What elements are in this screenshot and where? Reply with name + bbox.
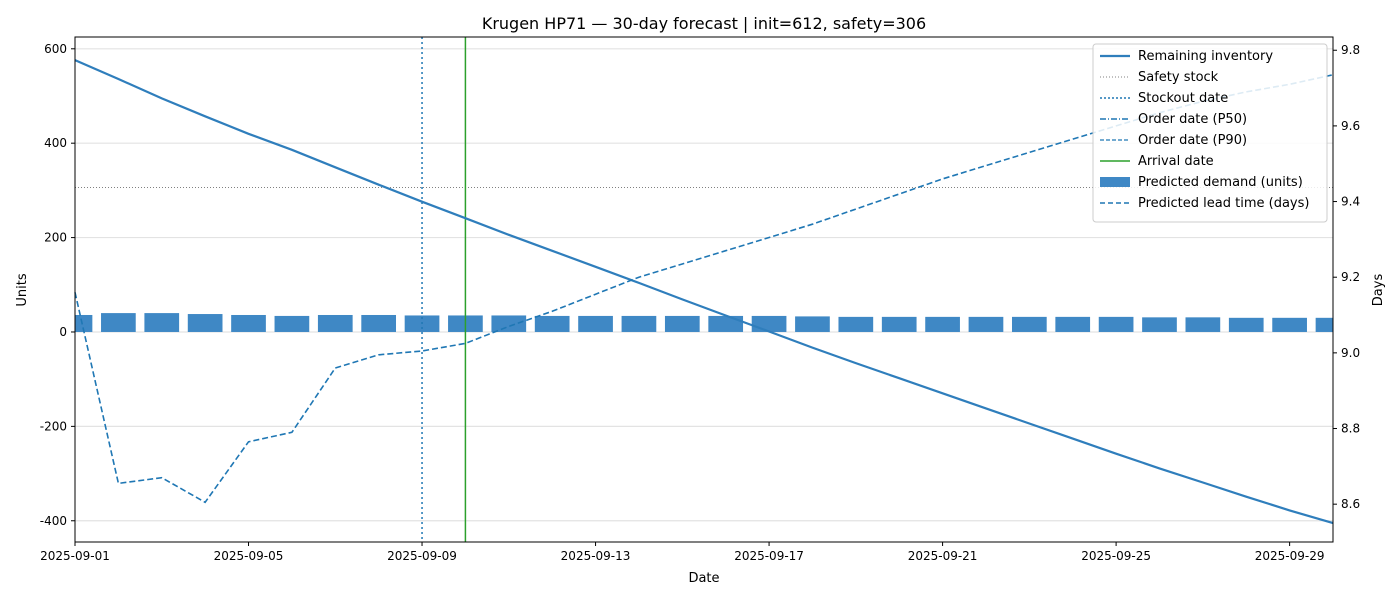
y-left-tick-label: 600 bbox=[44, 42, 67, 56]
x-tick-label: 2025-09-21 bbox=[908, 549, 978, 563]
legend-label: Stockout date bbox=[1138, 91, 1228, 106]
x-tick-label: 2025-09-17 bbox=[734, 549, 804, 563]
legend-label: Predicted demand (units) bbox=[1138, 175, 1303, 190]
demand-bar bbox=[925, 316, 960, 332]
demand-bar bbox=[491, 315, 527, 332]
lead-time-line bbox=[74, 74, 1334, 504]
legend-box bbox=[1092, 43, 1328, 223]
demand-bar bbox=[838, 316, 874, 332]
demand-bar bbox=[708, 315, 744, 332]
demand-bar bbox=[1315, 317, 1333, 332]
demand-bar bbox=[1055, 316, 1091, 332]
demand-bar bbox=[187, 314, 223, 332]
y-right-tick-label: 8.8 bbox=[1341, 422, 1360, 436]
x-tick-label: 2025-09-29 bbox=[1255, 549, 1325, 563]
y-left-tick-label: -400 bbox=[40, 514, 67, 528]
y-right-tick-label: 9.2 bbox=[1341, 270, 1360, 284]
demand-bar bbox=[795, 316, 830, 332]
demand-bar bbox=[231, 314, 266, 332]
x-axis: 2025-09-01 2025-09-05 2025-09-09 2025-09-13… bbox=[40, 542, 1324, 563]
legend-label: Remaining inventory bbox=[1138, 49, 1273, 64]
x-tick-label: 2025-09-01 bbox=[40, 549, 110, 563]
legend-label: Order date (P90) bbox=[1138, 133, 1247, 148]
y-right-tick-label: 9.8 bbox=[1341, 43, 1360, 57]
demand-bar bbox=[274, 315, 310, 332]
legend-swatch bbox=[1100, 177, 1130, 187]
y-left-tick-label: 200 bbox=[44, 231, 67, 245]
demand-bar bbox=[534, 315, 570, 332]
legend: Remaining inventory Safety stock Stockout … bbox=[1092, 43, 1328, 223]
x-tick-label: 2025-09-05 bbox=[214, 549, 284, 563]
remaining-inventory-line bbox=[74, 59, 1334, 525]
demand-bar bbox=[751, 315, 787, 332]
series-lines bbox=[74, 59, 1334, 525]
demand-bar bbox=[621, 315, 657, 332]
demand-bar bbox=[1098, 316, 1134, 332]
legend-label: Predicted lead time (days) bbox=[1138, 196, 1309, 211]
demand-bar bbox=[1272, 317, 1307, 332]
demand-bar bbox=[664, 315, 700, 332]
legend-label: Arrival date bbox=[1138, 154, 1214, 169]
x-tick-label: 2025-09-13 bbox=[561, 549, 631, 563]
reference-lines bbox=[75, 37, 1333, 542]
y-axis-right-label: Days bbox=[1371, 274, 1386, 307]
demand-bar bbox=[144, 313, 180, 332]
demand-bar bbox=[1185, 317, 1221, 332]
demand-bars bbox=[75, 313, 1333, 332]
demand-bar bbox=[317, 314, 353, 332]
demand-bar bbox=[881, 316, 917, 332]
demand-bar bbox=[75, 314, 93, 332]
y-left-tick-label: 0 bbox=[59, 325, 67, 339]
y-axis-left-label: Units bbox=[15, 273, 30, 306]
y-right-tick-label: 8.6 bbox=[1341, 497, 1360, 511]
x-axis-label: Date bbox=[688, 571, 719, 586]
x-tick-label: 2025-09-25 bbox=[1081, 549, 1151, 563]
legend-label: Order date (P50) bbox=[1138, 112, 1247, 127]
y-right-tick-label: 9.6 bbox=[1341, 119, 1360, 133]
y-left-tick-label: 400 bbox=[44, 136, 67, 150]
demand-bar bbox=[101, 313, 136, 332]
chart-title: Krugen HP71 — 30-day forecast | init=612… bbox=[482, 14, 926, 33]
y-axis-right: 8.6 8.8 9.0 9.2 9.4 9.6 9.8 bbox=[1333, 43, 1360, 511]
legend-label: Safety stock bbox=[1138, 70, 1219, 85]
y-right-tick-label: 9.4 bbox=[1341, 195, 1360, 209]
y-axis-left: -400 -200 0 200 400 600 bbox=[40, 42, 75, 528]
demand-bar bbox=[1228, 317, 1264, 332]
demand-bar bbox=[1011, 316, 1047, 332]
x-tick-label: 2025-09-09 bbox=[387, 549, 457, 563]
demand-bar bbox=[1142, 317, 1177, 332]
y-right-tick-label: 9.0 bbox=[1341, 346, 1360, 360]
demand-bar bbox=[578, 315, 613, 332]
demand-bar bbox=[968, 316, 1004, 332]
y-left-tick-label: -200 bbox=[40, 419, 67, 433]
plot-frame bbox=[74, 36, 1334, 543]
demand-bar bbox=[361, 314, 397, 332]
